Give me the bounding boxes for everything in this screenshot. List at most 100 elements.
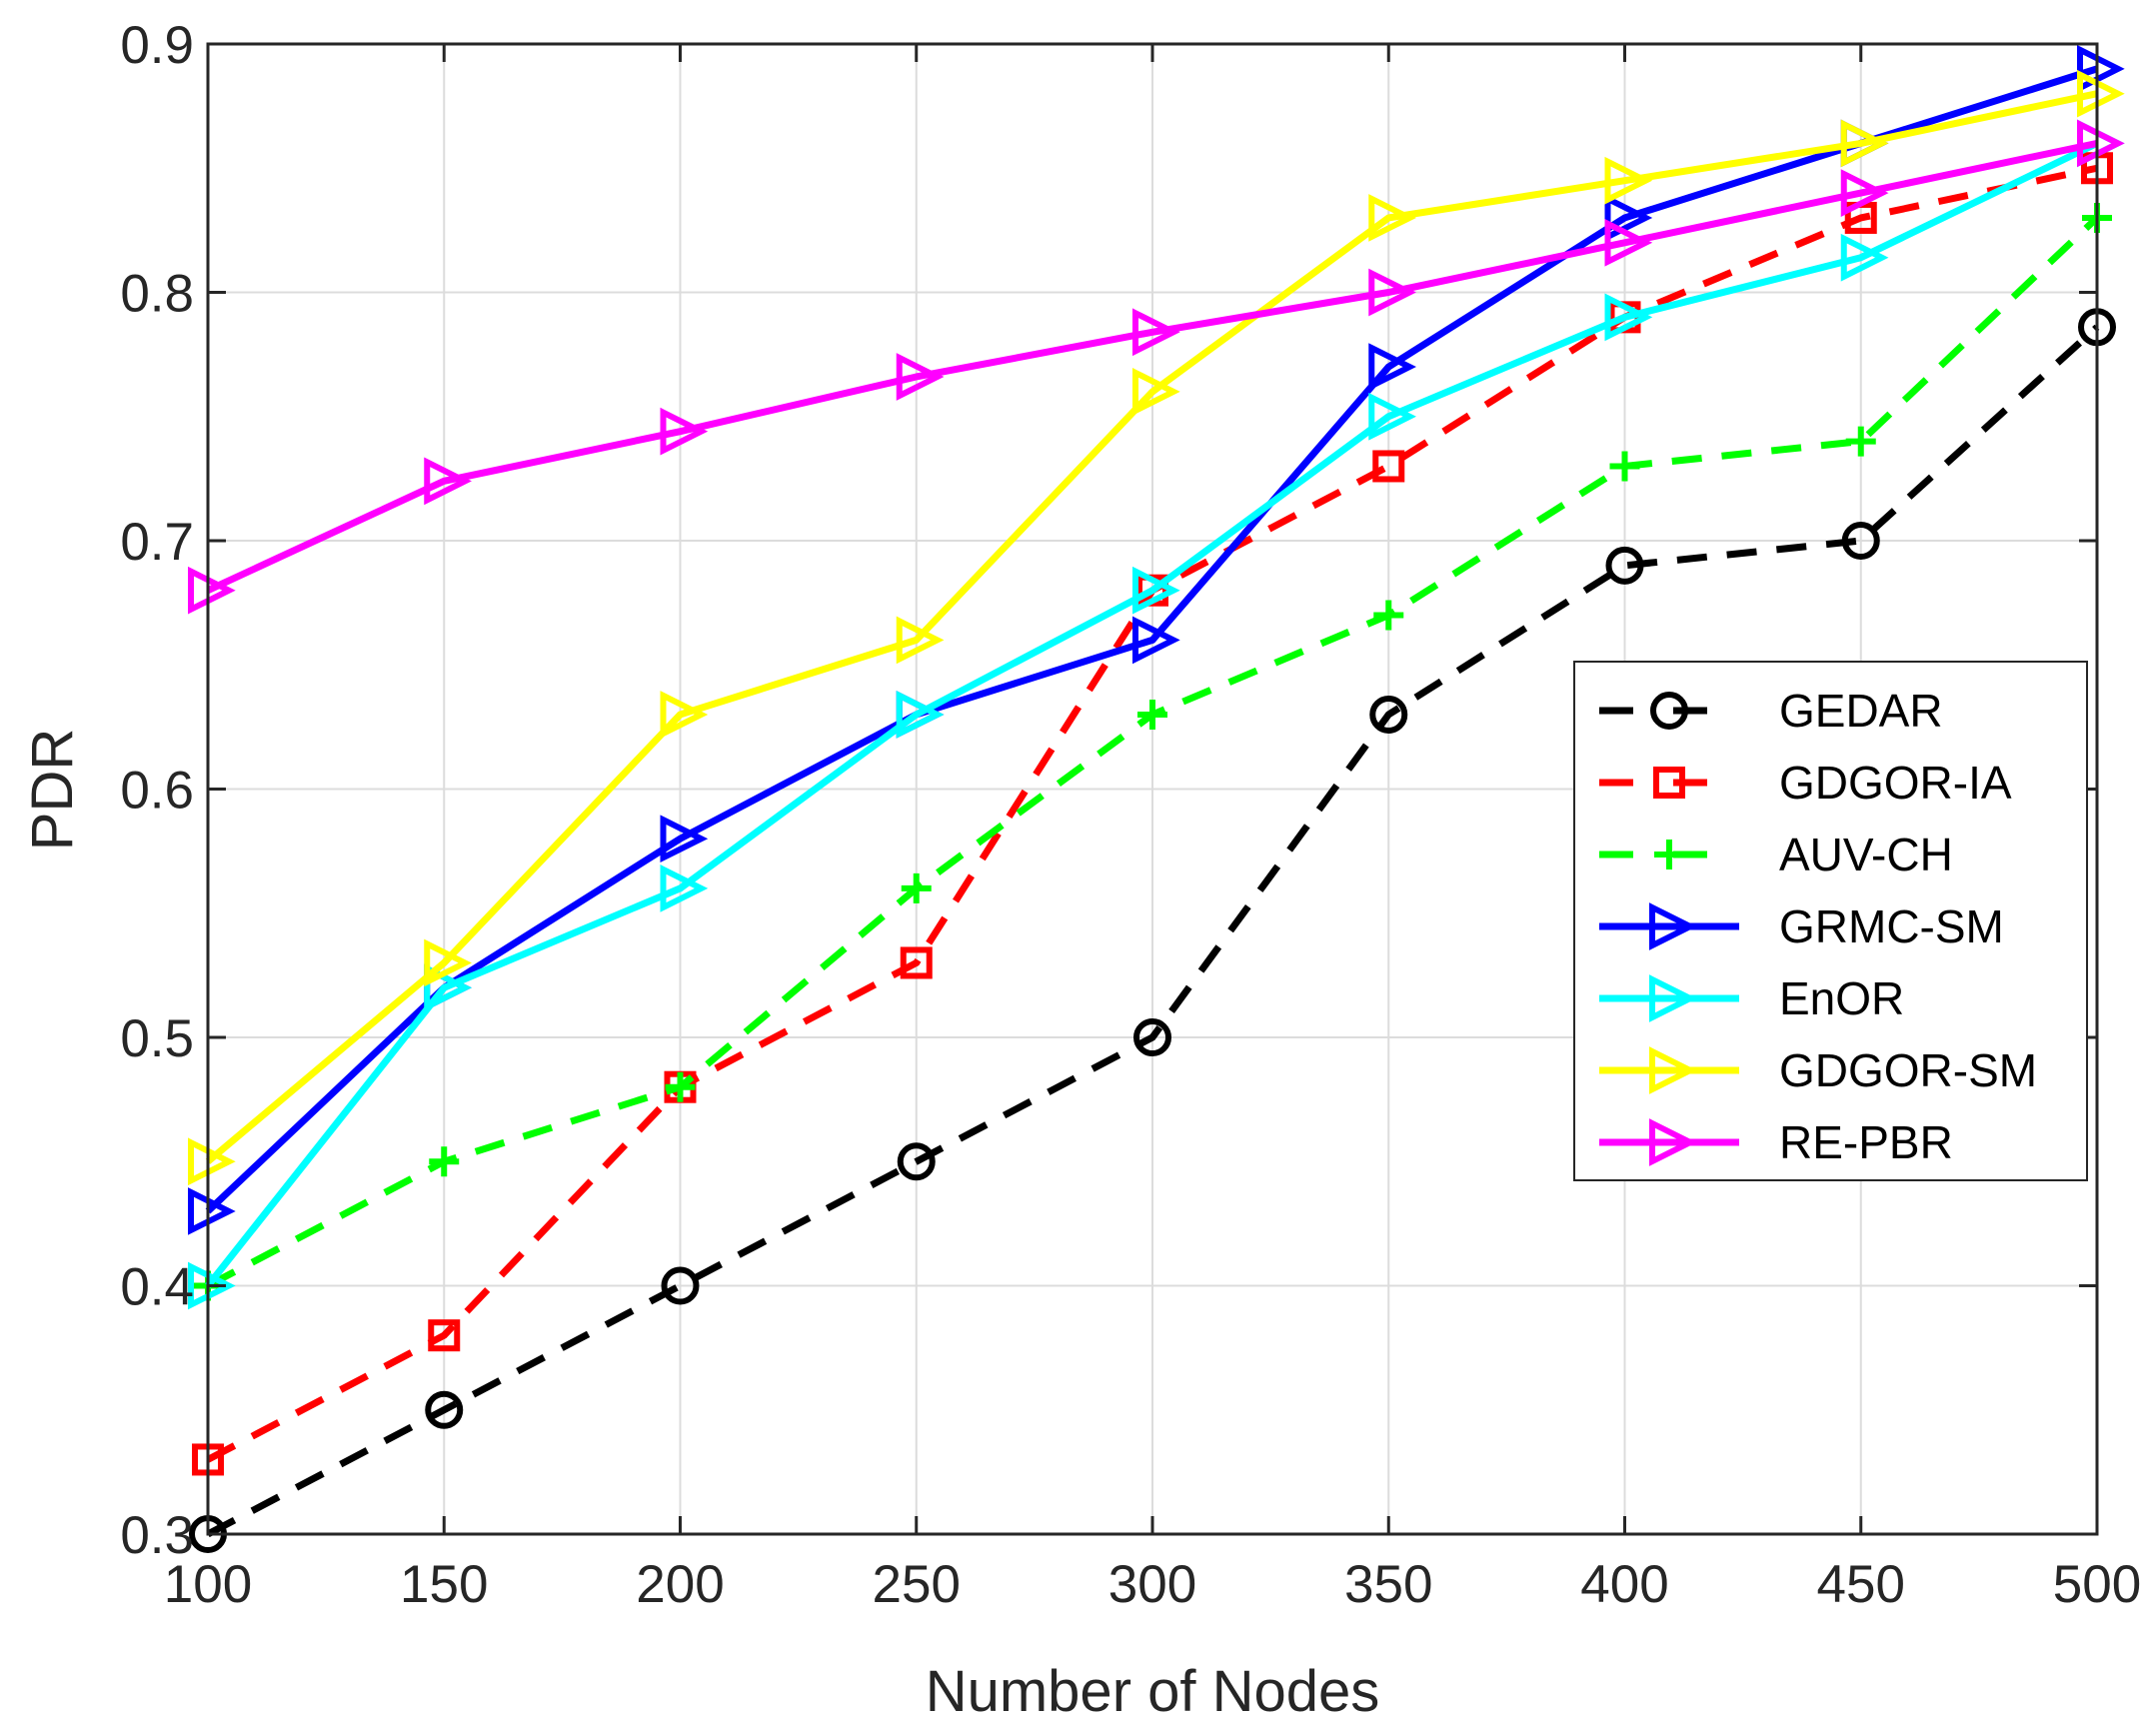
data-point (1133, 1018, 1171, 1056)
data-point (1609, 451, 1640, 482)
y-tick-label: 0.7 (120, 513, 194, 572)
data-point (1132, 616, 1180, 665)
legend-entry: GEDAR (1599, 685, 1943, 737)
legend-label: GRMC-SM (1779, 900, 2004, 952)
data-point (188, 1187, 236, 1235)
legend-entry: EnOR (1599, 972, 1904, 1024)
legend-swatch-marker (1649, 1046, 1697, 1094)
data-point (660, 815, 709, 864)
y-tick-label: 0.9 (120, 16, 194, 75)
x-tick-label: 150 (400, 1555, 488, 1614)
data-point (896, 691, 945, 739)
data-point (1373, 600, 1404, 631)
data-point (188, 1261, 236, 1310)
series-gedar (189, 308, 2116, 1553)
data-point (2077, 119, 2125, 168)
axis-ticks (206, 42, 2099, 1536)
data-point (1137, 699, 1167, 730)
data-point (1372, 450, 1405, 483)
legend-label: AUV-CH (1779, 829, 1953, 880)
series-gdgor-sm (188, 69, 2125, 1186)
series-layer (188, 44, 2125, 1553)
x-tick-label: 300 (1108, 1555, 1196, 1614)
legend-entry: GRMC-SM (1599, 900, 2004, 952)
data-point (425, 1390, 464, 1429)
series-line (205, 90, 2098, 1164)
legend-entry: GDGOR-IA (1599, 757, 2012, 809)
data-point (897, 1142, 936, 1181)
legend-label: GDGOR-SM (1779, 1044, 2037, 1096)
legend-label: GEDAR (1779, 685, 1943, 737)
legend: GEDAR GDGOR-IA AUV-CH GRMC-SM EnOR GDGOR-SM RE… (1573, 661, 2088, 1181)
data-point (1840, 233, 1889, 282)
series-line (206, 324, 2100, 1538)
y-tick-label: 0.8 (120, 265, 194, 324)
series-re-pbr (188, 119, 2125, 615)
data-point (1132, 368, 1180, 416)
y-tick-label: 0.4 (120, 1258, 194, 1317)
legend-label: EnOR (1779, 972, 1904, 1024)
data-point (424, 938, 472, 987)
data-point (1841, 522, 1880, 560)
data-point (896, 353, 945, 401)
data-point (428, 1319, 461, 1352)
legend-box (1573, 661, 2088, 1181)
data-point (661, 1266, 700, 1305)
y-tick-label: 0.5 (120, 1009, 194, 1068)
data-point (1604, 156, 1653, 205)
legend-label: RE-PBR (1779, 1116, 1953, 1168)
data-point (1840, 119, 1889, 168)
data-point (1368, 392, 1416, 441)
data-point (1840, 169, 1889, 217)
x-tick-label: 200 (636, 1555, 724, 1614)
data-point (1604, 194, 1653, 242)
legend-swatch-marker (1649, 902, 1697, 950)
data-point (660, 407, 709, 456)
x-axis-title: Number of Nodes (926, 1659, 1380, 1724)
data-point (1845, 426, 1876, 457)
data-point (188, 566, 236, 615)
legend-swatch-marker (1650, 692, 1688, 730)
y-tick-label: 0.3 (120, 1506, 194, 1565)
data-point (424, 963, 472, 1012)
y-axis-title: PDR (20, 729, 85, 851)
data-point (660, 865, 709, 912)
data-point (2077, 69, 2125, 118)
x-tick-label: 100 (164, 1555, 252, 1614)
data-point (188, 1137, 236, 1186)
data-point (665, 1071, 696, 1102)
legend-label: GDGOR-IA (1779, 757, 2012, 809)
data-point (1605, 546, 1644, 585)
legend-swatch-marker (1649, 974, 1697, 1022)
y-tick-label: 0.6 (120, 762, 194, 821)
series-line (205, 140, 2099, 1288)
data-point (901, 872, 932, 903)
legend-entry: RE-PBR (1599, 1116, 1953, 1168)
legend-swatch-marker (1649, 1118, 1697, 1166)
data-point (1132, 566, 1180, 615)
data-point (1604, 218, 1653, 267)
legend-entry: GDGOR-SM (1599, 1044, 2037, 1096)
x-tick-label: 500 (2053, 1555, 2141, 1614)
data-point (1368, 194, 1416, 242)
axis-tick-labels: 100 150 200 250 300 350 400 450 500 0.3 0.4 0.5 0.6 0… (120, 16, 2141, 1614)
data-point (429, 1146, 460, 1177)
data-point (1368, 343, 1416, 391)
data-point (896, 616, 945, 665)
data-point (2077, 44, 2125, 93)
x-tick-label: 350 (1344, 1555, 1432, 1614)
x-tick-label: 450 (1817, 1555, 1905, 1614)
data-point (1368, 268, 1416, 317)
data-point (1604, 293, 1653, 342)
legend-entry: AUV-CH (1599, 829, 1953, 880)
legend-swatch-marker (1653, 767, 1685, 799)
data-point (900, 946, 933, 979)
data-point (660, 691, 709, 739)
legend-swatch-marker (1654, 840, 1684, 869)
x-tick-label: 250 (873, 1555, 961, 1614)
series-line (205, 65, 2099, 1214)
data-point (424, 457, 472, 506)
data-point (1369, 695, 1408, 734)
series-line (206, 139, 2098, 594)
